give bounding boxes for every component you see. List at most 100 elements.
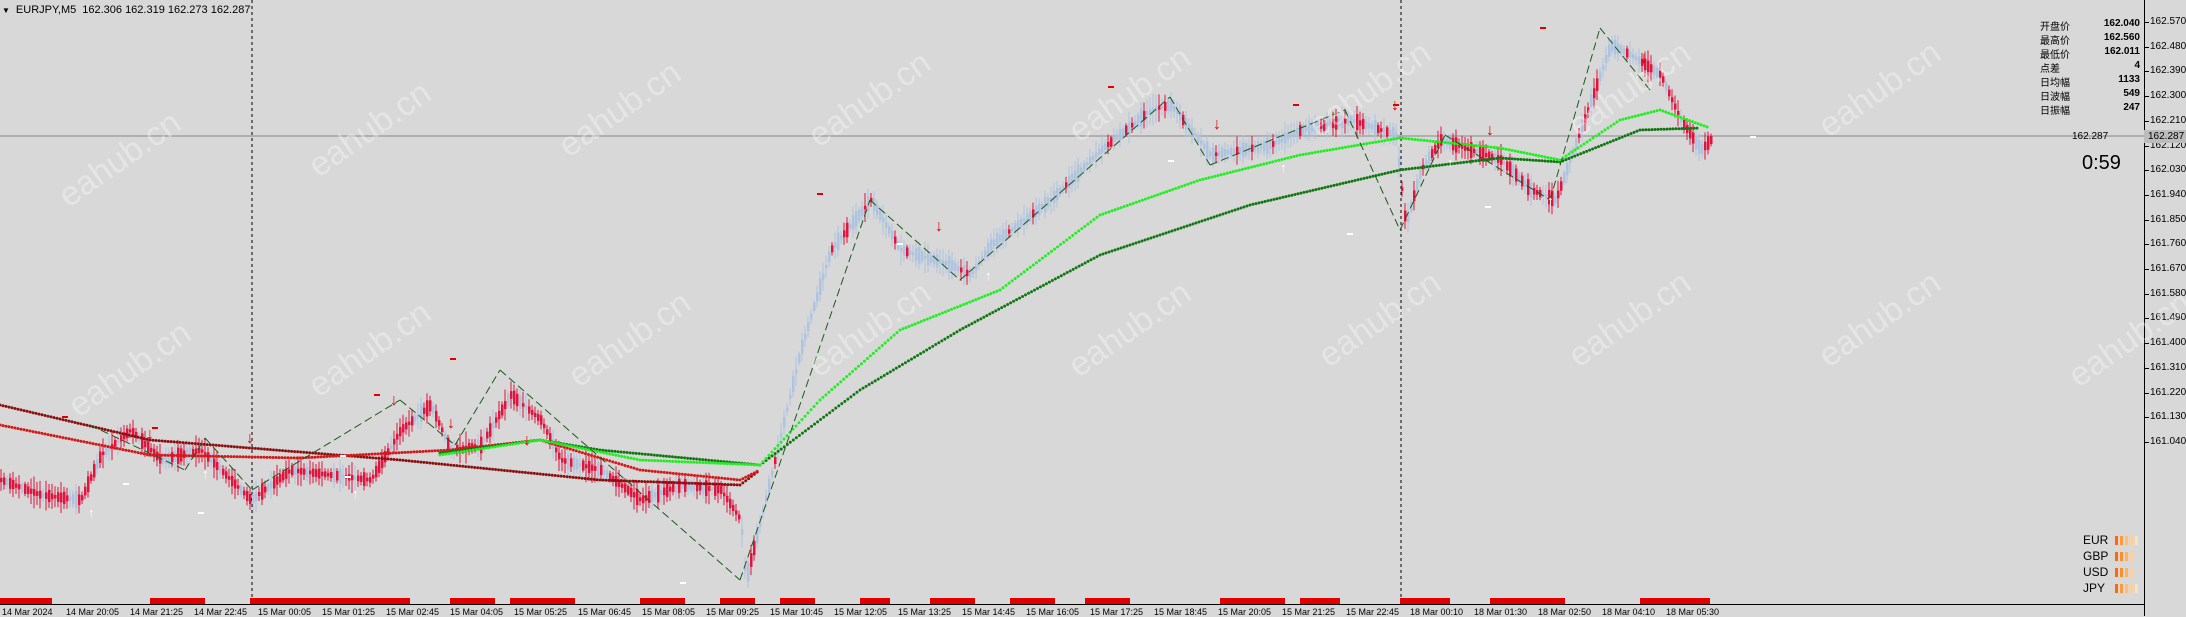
ma-fast-green-dot	[1594, 134, 1598, 138]
candle-body	[972, 270, 975, 274]
ma-slow-red-dot	[586, 477, 590, 481]
dropdown-triangle-icon[interactable]: ▼	[2, 5, 10, 15]
ma-fast-red-dot	[124, 448, 128, 452]
candle-body	[735, 510, 738, 515]
candle-body	[174, 451, 177, 462]
ma-slow-green-dot	[613, 449, 617, 453]
strength-bar	[2115, 567, 2118, 577]
candle-body	[1122, 128, 1125, 137]
ma-slow-red-dot	[661, 480, 665, 484]
ma-slow-green-dot	[1413, 166, 1417, 170]
ma-fast-red-dot	[208, 454, 212, 458]
candle-body	[285, 468, 288, 479]
ma-fast-green-dot	[686, 460, 690, 464]
swing-low-label	[897, 243, 903, 245]
ma-slow-green-dot	[1540, 159, 1544, 163]
ma-fast-green-dot	[677, 460, 681, 464]
candle-body	[1038, 203, 1041, 215]
ma-slow-red-dot	[520, 470, 524, 474]
ma-fast-green-dot	[647, 458, 651, 462]
ma-slow-green-dot	[800, 431, 804, 435]
ma-slow-green-dot	[916, 353, 920, 357]
chart-area[interactable]	[0, 0, 2144, 604]
ma-slow-green-dot	[1230, 209, 1234, 213]
ma-slow-red-dot	[383, 457, 387, 461]
candle-body	[648, 491, 651, 503]
ma-fast-red-dot	[178, 454, 182, 458]
ma-fast-green-dot	[701, 461, 705, 465]
ma-slow-green-dot	[1203, 218, 1207, 222]
ma-fast-green-dot	[1552, 157, 1556, 161]
ma-fast-red-dot	[562, 445, 566, 449]
ma-fast-red-dot	[668, 471, 672, 475]
ma-slow-red-dot	[320, 452, 324, 456]
ma-slow-green-dot	[1245, 204, 1249, 208]
candle-body	[1104, 143, 1107, 150]
candle-body	[1290, 132, 1293, 138]
ma-slow-green-dot	[1674, 127, 1678, 131]
ma-slow-red-dot	[422, 460, 426, 464]
candle-body	[1086, 162, 1089, 166]
candle-body	[663, 487, 666, 496]
candle-body	[705, 480, 708, 497]
zigzag-segment	[1209, 109, 1346, 166]
ma-fast-red-dot	[10, 425, 14, 429]
candle-body	[1662, 76, 1665, 83]
ma-slow-green-dot	[1462, 160, 1466, 164]
info-row: 日均幅 1133	[2040, 74, 2140, 89]
price-chart[interactable]	[0, 0, 2144, 604]
ma-fast-green-dot	[734, 462, 738, 466]
candle-body	[354, 476, 357, 480]
ma-fast-green-dot	[1410, 137, 1414, 141]
ma-fast-green-dot	[803, 414, 807, 418]
sell-arrow-icon: ↓	[935, 218, 943, 235]
ma-slow-green-dot	[1371, 174, 1375, 178]
candle-body	[1593, 88, 1596, 99]
ma-fast-green-dot	[683, 460, 687, 464]
ma-fast-green-dot	[1307, 151, 1311, 155]
ma-fast-green-dot	[1001, 286, 1005, 290]
ma-fast-red-dot	[106, 445, 110, 449]
time-axis[interactable]: 14 Mar 2024 14 Mar 20:05 14 Mar 21:25 14 Ma…	[0, 604, 2144, 617]
ma-slow-green-dot	[1326, 185, 1330, 189]
ma-slow-green-dot	[1365, 176, 1369, 180]
ma-fast-green-dot	[761, 460, 765, 464]
ma-fast-green-dot	[995, 289, 999, 293]
ma-slow-red-dot	[31, 411, 35, 415]
candle-body	[204, 452, 207, 456]
ma-slow-red-dot	[669, 481, 673, 485]
candle-body	[1575, 137, 1578, 151]
ma-slow-red-dot	[365, 455, 369, 459]
ma-fast-red-dot	[665, 471, 669, 475]
candle-body	[1548, 189, 1551, 205]
swing-low-label	[340, 455, 346, 457]
ma-slow-green-dot	[1588, 148, 1592, 152]
ma-fast-red-dot	[52, 434, 56, 438]
candle-body	[405, 422, 408, 430]
ma-fast-green-dot	[871, 351, 875, 355]
ma-fast-green-dot	[1037, 258, 1041, 262]
zigzag-segment	[1169, 96, 1211, 166]
ma-fast-red-dot	[364, 452, 368, 456]
price-axis[interactable]: 162.570 162.480 162.390 162.300 162.210 162.1…	[2144, 0, 2186, 616]
candle-body	[678, 478, 681, 493]
info-label: 日均幅	[2040, 78, 2070, 89]
candle-body	[522, 403, 525, 407]
ma-fast-green-dot	[1525, 151, 1529, 155]
ma-fast-green-dot	[1210, 175, 1214, 179]
candle-body	[873, 198, 876, 212]
candle-body	[639, 497, 642, 502]
ma-fast-red-dot	[103, 444, 107, 448]
ma-slow-green-dot	[1692, 126, 1696, 130]
candle-body	[963, 264, 966, 279]
candle-body	[1557, 190, 1560, 199]
ma-fast-green-dot	[1095, 215, 1099, 219]
ma-slow-green-dot	[616, 450, 620, 454]
session-marker	[1400, 598, 1450, 604]
candle-body	[1044, 196, 1047, 213]
info-panel: 开盘价 162.040 最高价 162.560 最低价 162.011 点差 4 日均幅 1133…	[2040, 18, 2140, 117]
ma-fast-green-dot	[1501, 147, 1505, 151]
ma-fast-red-dot	[247, 455, 251, 459]
ma-slow-green-dot	[1446, 162, 1450, 166]
candle-body	[369, 477, 372, 483]
